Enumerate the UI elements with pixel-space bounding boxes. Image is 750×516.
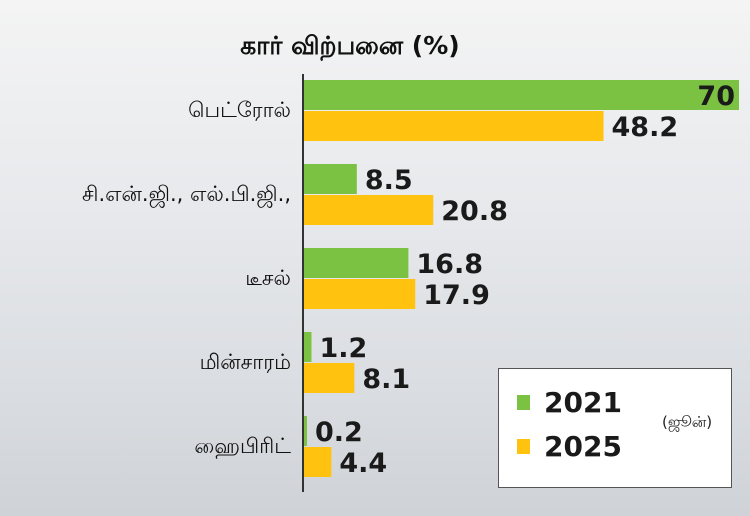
data-label-2021: 8.5: [365, 165, 413, 196]
bar-2021: [304, 248, 409, 278]
data-label-2025: 48.2: [612, 112, 679, 143]
legend-item-2025: 2025: [517, 430, 622, 463]
legend: 2021 2025 (ஜூன்): [498, 368, 732, 488]
legend-swatch-2025: [517, 439, 530, 454]
bar-2021: [304, 332, 312, 362]
bar-2025: [304, 363, 355, 393]
category-label: பெட்ரோல்: [188, 98, 291, 122]
data-label-2021: 0.2: [315, 417, 363, 448]
category-label: சி.என்.ஜி., எல்.பி.ஜி.,: [82, 182, 291, 208]
legend-label-2021: 2021: [544, 386, 622, 419]
data-label-2025: 20.8: [441, 196, 508, 227]
data-label-2025: 4.4: [339, 448, 387, 479]
bar-2025: [304, 111, 604, 141]
chart-title: கார் விற்பனை (%): [240, 31, 459, 61]
legend-swatch-2021: [517, 395, 530, 410]
bar-2025: [304, 279, 416, 309]
legend-note: (ஜூன்): [662, 413, 713, 431]
data-label-2021: 16.8: [416, 249, 483, 280]
bar-2021: [304, 164, 357, 194]
data-label-2021: 1.2: [319, 333, 367, 364]
category-label: ஹைபிரிட்: [194, 434, 291, 459]
legend-item-2021: 2021: [517, 386, 622, 419]
data-label-2025: 8.1: [362, 364, 410, 395]
category-label: டீசல்: [245, 266, 291, 290]
bar-2021: [304, 80, 739, 110]
bar-2025: [304, 195, 434, 225]
category-label: மின்சாரம்: [200, 350, 291, 374]
data-label-2025: 17.9: [423, 280, 490, 311]
bar-2021: [304, 416, 307, 446]
bar-2025: [304, 447, 332, 477]
data-label-2021: 70: [697, 81, 735, 112]
legend-label-2025: 2025: [544, 430, 622, 463]
